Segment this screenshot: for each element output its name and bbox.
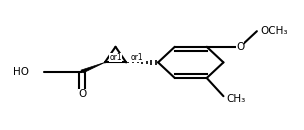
Text: O: O (78, 89, 86, 99)
Text: CH₃: CH₃ (226, 95, 246, 104)
Text: HO: HO (13, 67, 29, 76)
Polygon shape (81, 62, 105, 73)
Text: or1: or1 (109, 53, 122, 62)
Text: or1: or1 (131, 53, 143, 62)
Text: O: O (236, 42, 244, 52)
Text: OCH₃: OCH₃ (260, 26, 287, 35)
